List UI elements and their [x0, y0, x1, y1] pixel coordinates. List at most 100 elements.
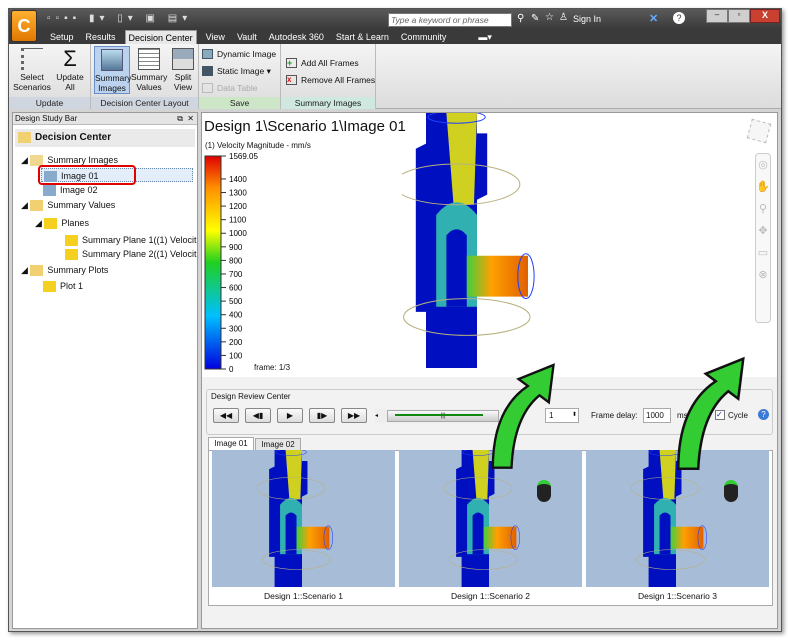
binoculars-icon[interactable]: ⚲: [517, 13, 525, 24]
tab-autodesk-360[interactable]: Autodesk 360: [268, 32, 324, 42]
tree-item-plot-1[interactable]: Plot 1: [43, 279, 83, 293]
look-at-icon[interactable]: ▭: [757, 247, 769, 259]
thumbnail-scenario-2[interactable]: [399, 450, 582, 587]
mouse-icon: [724, 480, 738, 502]
tree-item-summary-plots[interactable]: ◢ Summary Plots: [21, 265, 109, 277]
app-menu-button[interactable]: C: [11, 10, 37, 42]
folder-icon: [30, 155, 44, 167]
panel-label: Decision Center Layout: [91, 97, 198, 109]
frame-scrollbar[interactable]: ◂|||▸: [375, 409, 525, 423]
legend-tick-label: 1000: [229, 229, 247, 238]
tab-start-learn[interactable]: Start & Learn: [335, 32, 389, 42]
close-nav-icon[interactable]: ⊗: [758, 269, 768, 281]
tab-setup[interactable]: Setup: [50, 32, 74, 42]
tree-item-summary-images[interactable]: ◢ Summary Images: [21, 155, 118, 167]
legend-tick-label: 600: [229, 284, 243, 293]
split-view-icon: [172, 48, 194, 70]
tree-item-image-02[interactable]: Image 02: [43, 183, 98, 197]
static-image-button[interactable]: Static Image ▾: [201, 64, 271, 78]
sign-in-link[interactable]: Sign In: [573, 14, 602, 24]
ribbon-tabs: Setup Results Decision Center View Vault…: [9, 29, 781, 44]
close-panel-icon[interactable]: ✕: [187, 114, 194, 123]
view-cube[interactable]: [746, 118, 772, 144]
exchange-icon[interactable]: ✕: [649, 13, 659, 25]
restore-button[interactable]: ▫: [728, 9, 750, 23]
tree-item-summary-plane-1[interactable]: Summary Plane 1((1) Velocit...: [65, 233, 197, 247]
ms-label: ms: [677, 411, 688, 420]
star-icon[interactable]: ☆: [545, 12, 554, 23]
legend-title: (1) Velocity Magnitude - mm/s: [205, 141, 311, 150]
tab-decision-center[interactable]: Decision Center: [124, 30, 197, 44]
thumbnail-caption: Design 1::Scenario 2: [451, 591, 530, 601]
ribbon: Select Scenarios Σ Update All Update Summ…: [9, 44, 781, 109]
legend-tick-label: 1569.05: [229, 152, 258, 161]
tab-vault[interactable]: Vault: [236, 32, 257, 42]
tab-image-02[interactable]: Image 02: [255, 438, 301, 450]
last-frame-button[interactable]: ▶▶: [341, 408, 367, 423]
label: Decision Center: [35, 132, 112, 143]
tree-item-planes[interactable]: ◢ Planes: [35, 218, 89, 230]
orbit-icon[interactable]: ✥: [758, 225, 768, 237]
tree-item-image-01[interactable]: Image 01: [41, 168, 193, 183]
frame-delay-label: Frame delay:: [591, 411, 638, 420]
full-navigation-wheel-icon[interactable]: ◎: [758, 159, 768, 171]
first-frame-button[interactable]: ◀◀: [213, 408, 239, 423]
data-table-button[interactable]: Data Table: [201, 81, 257, 95]
valve-model[interactable]: [402, 113, 552, 368]
help-icon[interactable]: ?: [758, 409, 769, 420]
tab-image-01[interactable]: Image 01: [208, 437, 254, 450]
tab-community[interactable]: Community: [400, 32, 447, 42]
label: Split View: [173, 72, 193, 92]
tree-root[interactable]: Decision Center: [15, 129, 195, 147]
folder-warning-icon: [18, 131, 31, 143]
thumbnail-caption: Design 1::Scenario 1: [264, 591, 343, 601]
tab-view[interactable]: View: [205, 32, 225, 42]
color-bar: [204, 155, 222, 370]
legend-tick-label: 700: [229, 270, 243, 279]
label: Summary Images: [47, 155, 118, 165]
split-view-button[interactable]: Split View: [169, 46, 197, 94]
sigma-icon: Σ: [63, 46, 77, 71]
add-all-frames-button[interactable]: + Add All Frames: [285, 56, 359, 70]
select-scenarios-button[interactable]: Select Scenarios: [13, 46, 51, 94]
zoom-icon[interactable]: ⚲: [758, 203, 768, 215]
pan-icon[interactable]: ✋: [756, 181, 770, 193]
image-icon: [101, 49, 123, 71]
play-button[interactable]: ▶: [277, 408, 303, 423]
thumbnail-caption: Design 1::Scenario 3: [638, 591, 717, 601]
tree-item-summary-values[interactable]: ◢ Summary Values: [21, 200, 116, 212]
frame-delay-input[interactable]: 1000: [643, 408, 671, 423]
update-all-button[interactable]: Σ Update All: [53, 46, 87, 94]
next-frame-button[interactable]: ▮▶: [309, 408, 335, 423]
tab-results[interactable]: Results: [85, 32, 116, 42]
label: Image 02: [60, 185, 98, 195]
quick-access-toolbar[interactable]: ▫▫▪▪ ▮▾ ▯▾ ▣ ▤▾: [47, 13, 193, 24]
remove-all-frames-button[interactable]: x Remove All Frames: [285, 73, 375, 87]
study-bar-header: Design Study Bar ⧉ ✕: [13, 113, 197, 125]
previous-frame-button[interactable]: ◀▮: [245, 408, 271, 423]
float-icon[interactable]: ⧉: [177, 114, 183, 123]
folder-warning-icon: [30, 265, 44, 277]
navigation-bar[interactable]: ◎ ✋ ⚲ ✥ ▭ ⊗: [755, 153, 771, 323]
cycle-checkbox[interactable]: ✓: [715, 410, 725, 420]
search-input[interactable]: Type a keyword or phrase: [388, 13, 512, 27]
summary-values-button[interactable]: Summary Values: [131, 46, 167, 94]
tree-item-summary-plane-2[interactable]: Summary Plane 2((1) Velocit...: [65, 247, 197, 261]
summary-images-button[interactable]: Summary Images: [94, 46, 131, 94]
thumbnail-scenario-3[interactable]: [586, 450, 769, 587]
image-view[interactable]: Design 1\Scenario 1\Image 01 (1) Velocit…: [202, 113, 777, 377]
help-icon[interactable]: ?: [673, 12, 685, 24]
scroll-thumb[interactable]: |||: [387, 410, 499, 422]
frame-spinner[interactable]: 1 ⬍: [545, 408, 579, 423]
minimize-button[interactable]: –: [706, 9, 728, 23]
thumbnail-scenario-1[interactable]: [212, 450, 395, 587]
panel-toggle-icon[interactable]: ▬▾: [478, 32, 492, 42]
title-bar: C ▫▫▪▪ ▮▾ ▯▾ ▣ ▤▾ Type a keyword or phra…: [9, 9, 781, 42]
dynamic-image-button[interactable]: Dynamic Image: [201, 47, 276, 61]
close-button[interactable]: X: [750, 9, 780, 23]
folder-warning-icon: [30, 200, 44, 212]
wrench-icon[interactable]: ✎: [531, 13, 540, 24]
panel-layout: Summary Images Summary Values Split View…: [91, 44, 199, 109]
label: Summary Plots: [47, 265, 109, 275]
warning-icon: [65, 249, 78, 261]
